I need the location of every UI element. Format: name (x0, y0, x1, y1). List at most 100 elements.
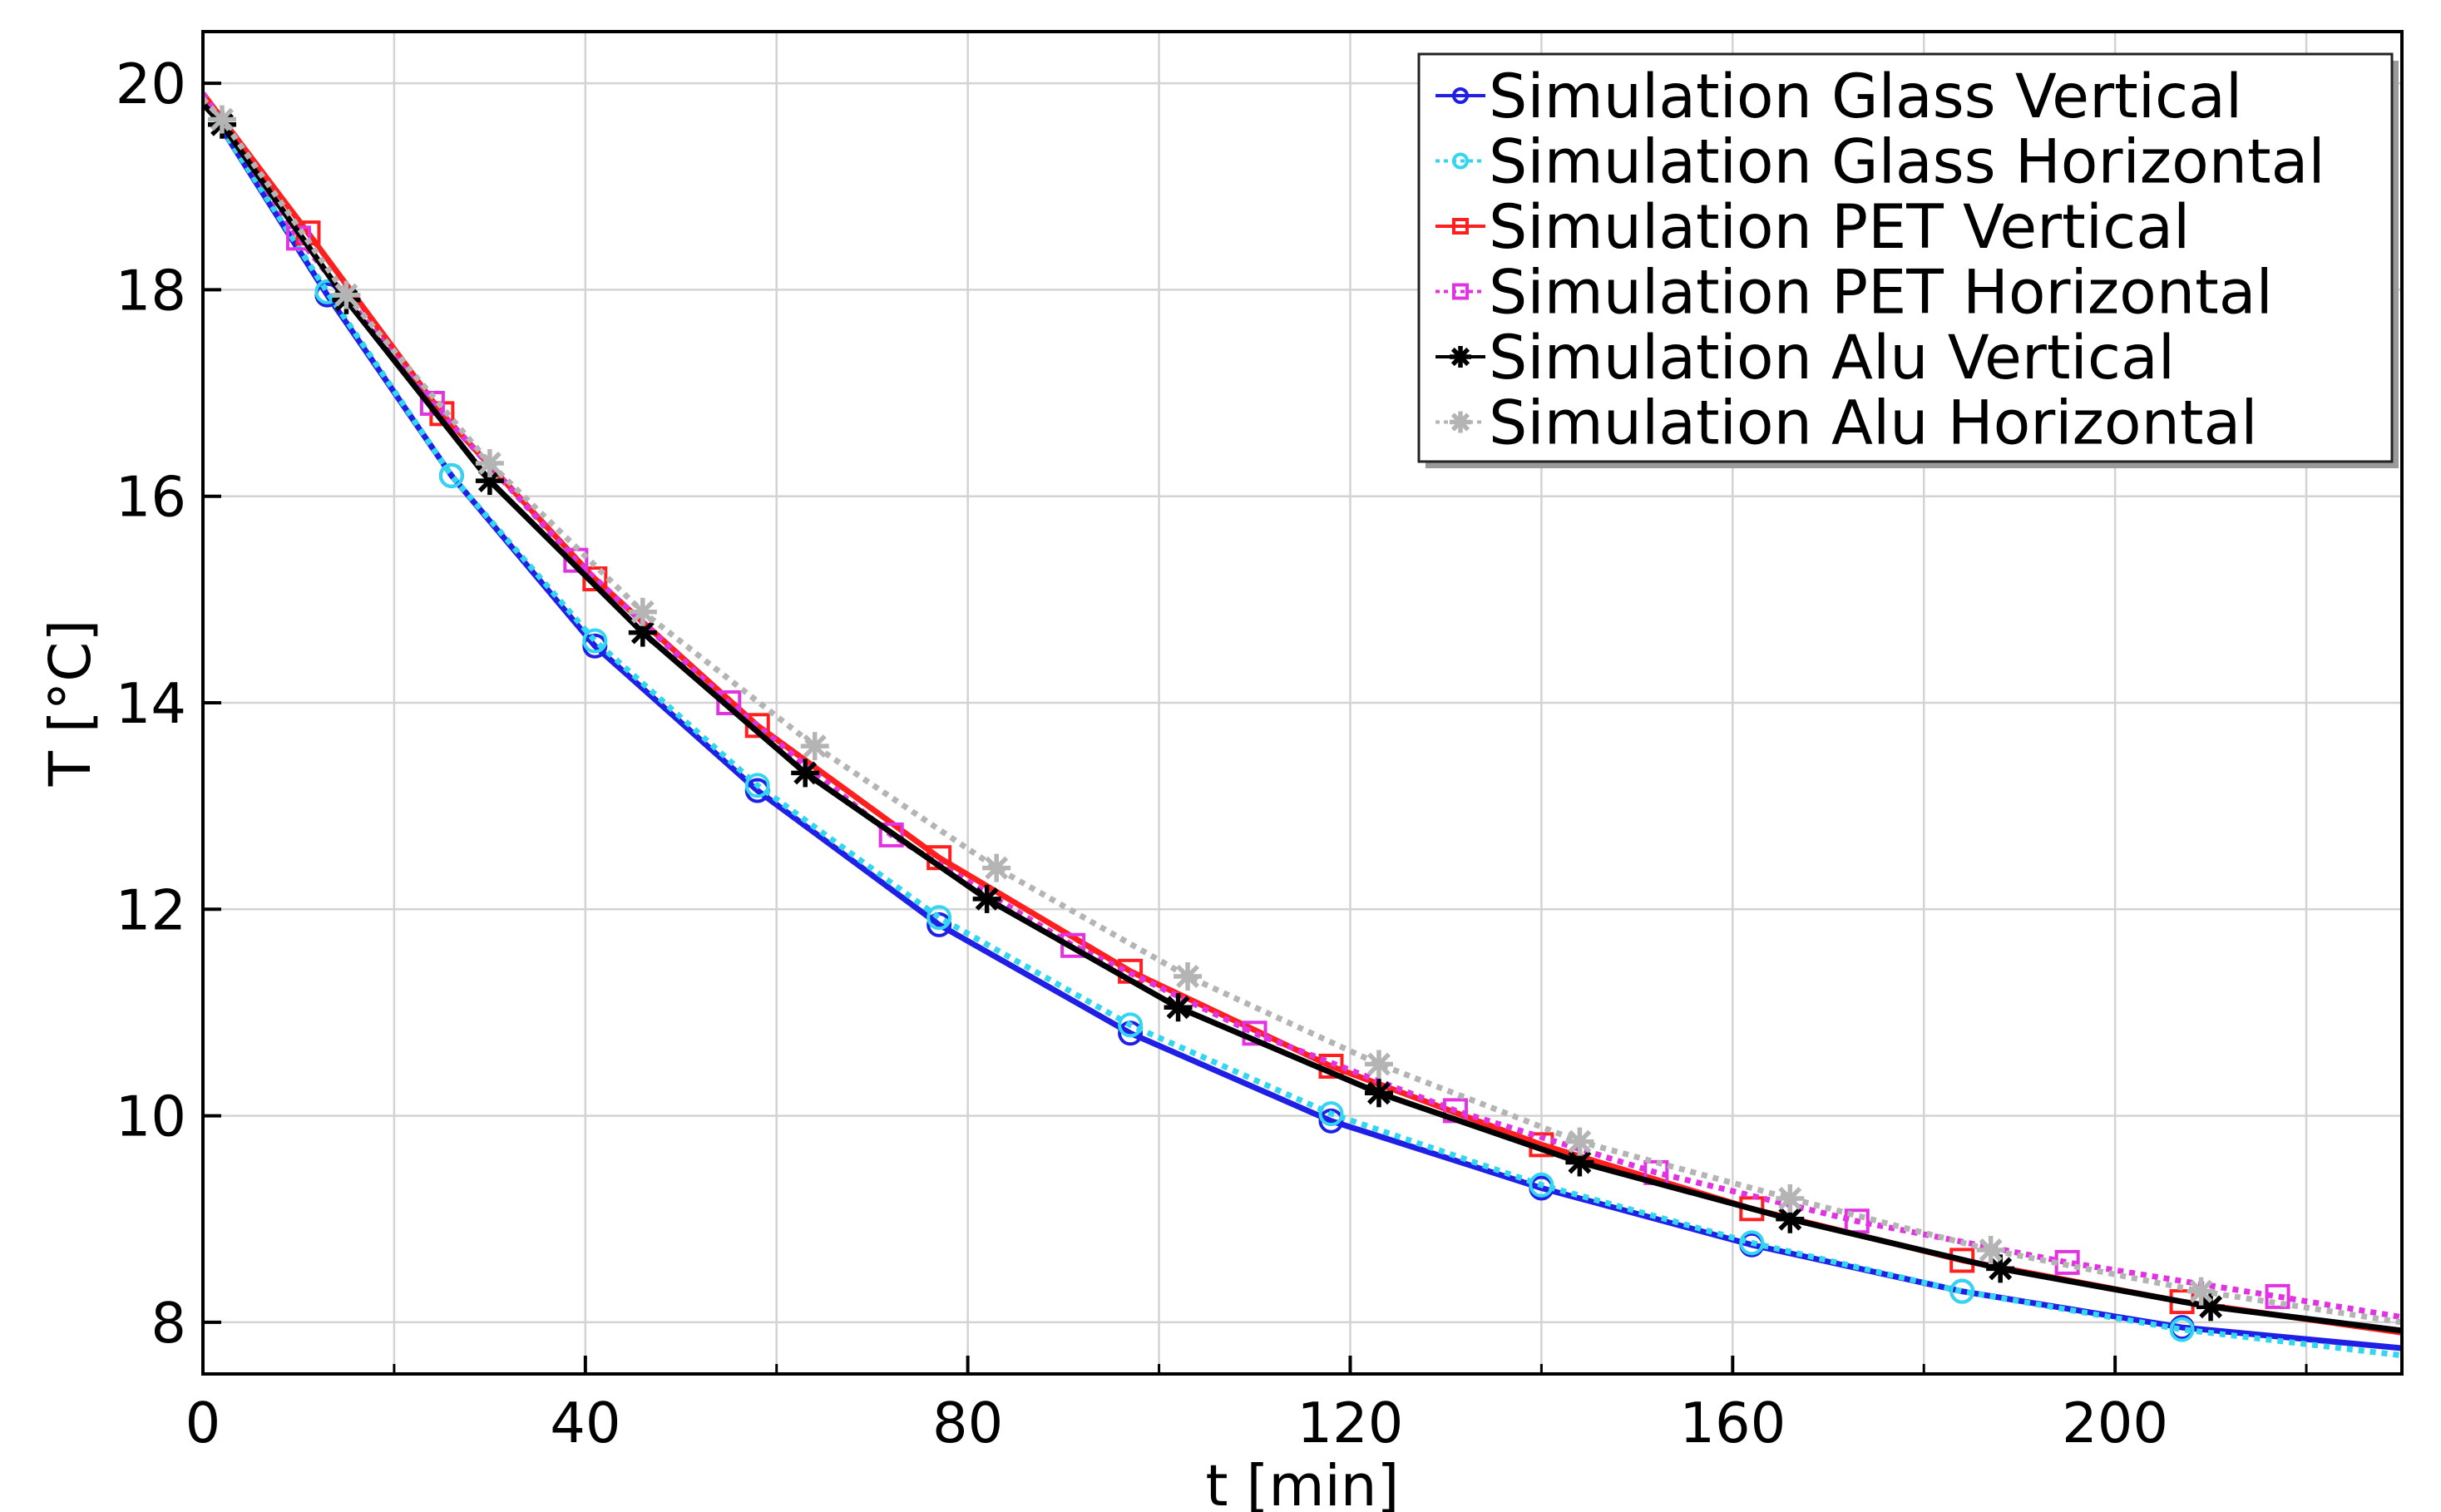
data-point (1118, 1012, 1144, 1038)
data-point (1776, 1183, 1805, 1213)
legend-entry: Simulation Glass Horizontal (1435, 127, 2325, 198)
x-tick-label: 80 (932, 1391, 1003, 1455)
star-stroke (1979, 1238, 2003, 1262)
star-stroke (477, 469, 502, 493)
star-stroke (2189, 1279, 2213, 1303)
legend-swatch-marker (1452, 283, 1469, 300)
star-stroke (630, 620, 655, 645)
x-tick-label: 160 (1679, 1391, 1786, 1455)
legend-label: Simulation Alu Vertical (1489, 323, 2175, 393)
x-axis-title: t [min] (1206, 1453, 1400, 1512)
x-axis: 0 40 80 120 160 200 (185, 1356, 2308, 1455)
plot-area (203, 91, 2402, 1359)
star-stroke (975, 887, 999, 911)
data-point (982, 853, 1011, 882)
x-tick-label: 200 (2062, 1391, 2168, 1455)
star-stroke (630, 600, 655, 624)
legend-entry: Simulation PET Horizontal (1435, 258, 2273, 329)
legend-entry: Simulation Alu Horizontal (1435, 388, 2257, 459)
x-tick-label: 120 (1297, 1391, 1404, 1455)
data-point (791, 758, 820, 788)
data-point (1174, 962, 1203, 991)
data-point (1565, 1127, 1594, 1156)
data-point (1318, 1101, 1344, 1127)
star-stroke (477, 451, 502, 475)
data-point (582, 628, 608, 654)
x-tick-label: 40 (550, 1391, 620, 1455)
data-point (716, 690, 742, 715)
star-stroke (1366, 1052, 1391, 1076)
legend-box (1417, 52, 2394, 463)
data-point (628, 597, 657, 626)
data-point (475, 448, 504, 477)
star-stroke (334, 283, 358, 307)
legend-label: Simulation PET Horizontal (1489, 258, 2273, 329)
data-point (2265, 1283, 2290, 1309)
series-group (203, 91, 2402, 1359)
y-axis-title: T [°C] (37, 620, 104, 788)
legend-label: Simulation Glass Horizontal (1489, 127, 2325, 198)
star-stroke (2199, 1295, 2223, 1319)
data-point (2187, 1277, 2216, 1306)
star-stroke (1778, 1207, 1802, 1231)
star-stroke (803, 734, 827, 758)
star-stroke (1989, 1257, 2013, 1281)
legend-swatch-marker (1450, 346, 1471, 368)
data-point (926, 905, 952, 931)
data-point (1060, 932, 1086, 958)
data-point (332, 280, 361, 309)
star-stroke (1176, 965, 1200, 988)
star-stroke (210, 107, 234, 131)
star-stroke (793, 761, 818, 785)
data-point (1949, 1278, 1975, 1304)
legend-swatch-marker (1450, 411, 1471, 433)
data-point (207, 105, 236, 134)
series-simulation-alu-horizontal (203, 96, 2402, 1326)
y-tick-label: 18 (116, 258, 186, 323)
x-tick-label: 0 (185, 1391, 221, 1455)
data-point (438, 462, 464, 488)
star-stroke (1778, 1186, 1802, 1210)
series-line (203, 96, 2402, 1351)
legend-entry: Simulation Alu Vertical (1435, 323, 2175, 393)
data-point (972, 884, 1001, 913)
legend-label: Simulation Glass Vertical (1489, 62, 2242, 132)
y-tick-label: 14 (116, 671, 186, 736)
star-stroke (1450, 413, 1470, 432)
star-stroke (1568, 1129, 1592, 1154)
data-point (2196, 1292, 2226, 1322)
legend-swatch-marker (1452, 152, 1469, 170)
legend-label: Simulation Alu Horizontal (1489, 388, 2257, 459)
y-tick-label: 16 (116, 465, 186, 530)
data-point (1529, 1172, 1554, 1198)
data-point (1318, 1108, 1344, 1134)
data-point (1164, 993, 1193, 1022)
legend-swatch-marker (1452, 218, 1469, 235)
series-simulation-glass-horizontal (203, 96, 2402, 1359)
data-point (582, 566, 608, 592)
data-point (744, 773, 770, 798)
y-tick-label: 10 (116, 1085, 186, 1149)
series-line (203, 101, 2402, 1334)
data-point (1364, 1079, 1393, 1108)
series-line (203, 91, 2402, 1321)
data-point (2169, 1317, 2195, 1342)
legend-swatch-marker (1452, 87, 1469, 104)
star-stroke (1166, 996, 1190, 1020)
data-point (878, 822, 904, 847)
legend-label: Simulation PET Vertical (1489, 192, 2190, 263)
star-stroke (1450, 347, 1470, 367)
data-point (1986, 1254, 2015, 1283)
star-stroke (1568, 1150, 1592, 1174)
legend-entry: Simulation PET Vertical (1435, 192, 2190, 263)
y-tick-label: 12 (116, 877, 186, 942)
legend-entry: Simulation Glass Vertical (1435, 62, 2242, 132)
data-point (1739, 1230, 1765, 1256)
data-point (1364, 1050, 1393, 1079)
star-stroke (1366, 1081, 1391, 1105)
series-line (203, 96, 2402, 1326)
series-line (203, 96, 2402, 1359)
y-tick-label: 8 (151, 1291, 186, 1356)
